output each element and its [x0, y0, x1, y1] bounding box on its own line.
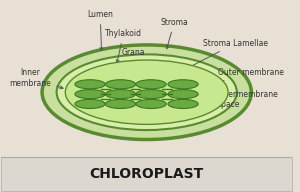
Ellipse shape: [75, 80, 105, 89]
Text: Stroma: Stroma: [160, 18, 188, 49]
Ellipse shape: [136, 80, 166, 89]
Text: Lumen: Lumen: [87, 10, 113, 50]
Text: Grana: Grana: [122, 48, 146, 78]
Text: CHLOROPLAST: CHLOROPLAST: [90, 167, 204, 181]
Ellipse shape: [65, 60, 228, 124]
Ellipse shape: [168, 80, 198, 89]
Text: Thylakoid: Thylakoid: [105, 29, 142, 63]
Ellipse shape: [75, 99, 105, 108]
Ellipse shape: [75, 89, 105, 99]
Ellipse shape: [136, 89, 166, 99]
Text: Outer membrane: Outer membrane: [204, 68, 284, 87]
Ellipse shape: [105, 99, 136, 108]
Ellipse shape: [168, 99, 198, 108]
Text: Inner
membrane: Inner membrane: [10, 68, 63, 89]
Bar: [2, 156, 292, 191]
Ellipse shape: [105, 80, 136, 89]
Ellipse shape: [136, 99, 166, 108]
Ellipse shape: [168, 89, 198, 99]
Ellipse shape: [42, 45, 251, 140]
Ellipse shape: [105, 89, 136, 99]
Text: Intermembrane
space: Intermembrane space: [204, 90, 278, 109]
Ellipse shape: [57, 54, 237, 130]
Text: Stroma Lamellae: Stroma Lamellae: [172, 39, 268, 76]
